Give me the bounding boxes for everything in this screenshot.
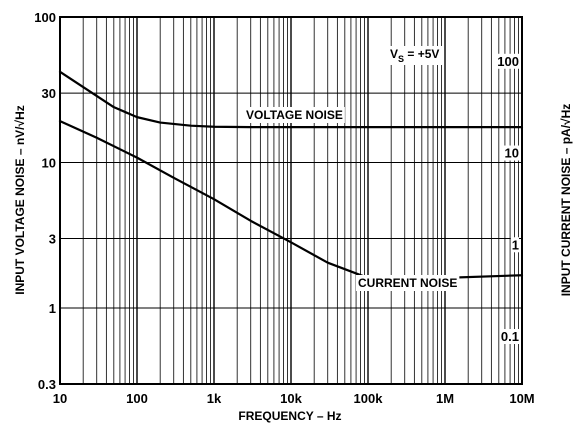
y-left-tick-label: 0.3 <box>38 377 56 392</box>
y-axis-right-title: INPUT CURRENT NOISE – pA/√Hz <box>559 104 573 297</box>
plot-frame <box>59 16 523 385</box>
series-line-voltage-noise <box>58 70 524 129</box>
y-right-tick-label: 10 <box>505 146 519 161</box>
x-tick-label: 10k <box>280 391 302 406</box>
x-tick-label: 10M <box>509 391 534 406</box>
minor-grid <box>82 17 519 384</box>
x-tick-label: 100 <box>126 391 148 406</box>
y-right-tick-label: 0.1 <box>501 329 519 344</box>
vs-subscript: S <box>398 54 404 64</box>
y-axis-left-title: INPUT VOLTAGE NOISE – nV/√Hz <box>13 105 27 295</box>
tick-label-background <box>510 237 519 253</box>
series-label-background <box>356 275 460 291</box>
series-label-current-noise: CURRENT NOISE <box>358 276 457 290</box>
series-label-background <box>244 107 345 123</box>
tick-label-background <box>503 145 519 161</box>
tick-label-background <box>499 329 519 345</box>
annotation-background <box>387 46 443 65</box>
y-right-tick-label: 100 <box>497 54 519 69</box>
supply-voltage-annotation: VS = +5V <box>390 47 439 64</box>
x-tick-label: 100k <box>354 391 384 406</box>
x-axis-title: FREQUENCY – Hz <box>238 409 341 423</box>
x-tick-label: 1k <box>207 391 222 406</box>
vs-prefix: V <box>390 47 398 61</box>
labels-layer: VS = +5V FREQUENCY – Hz INPUT VOLTAGE NO… <box>13 10 573 423</box>
y-left-tick-label: 10 <box>42 155 56 170</box>
y-left-tick-label: 30 <box>42 86 56 101</box>
series-label-voltage-noise: VOLTAGE NOISE <box>246 108 343 122</box>
x-tick-label: 10 <box>53 391 67 406</box>
y-right-tick-label: 1 <box>512 237 519 252</box>
y-left-tick-label: 3 <box>49 232 56 247</box>
y-left-tick-label: 1 <box>49 301 56 316</box>
y-left-tick-label: 100 <box>34 10 56 25</box>
tick-label-background <box>496 53 519 69</box>
vs-value: = +5V <box>404 47 439 61</box>
x-tick-label: 1M <box>436 391 454 406</box>
